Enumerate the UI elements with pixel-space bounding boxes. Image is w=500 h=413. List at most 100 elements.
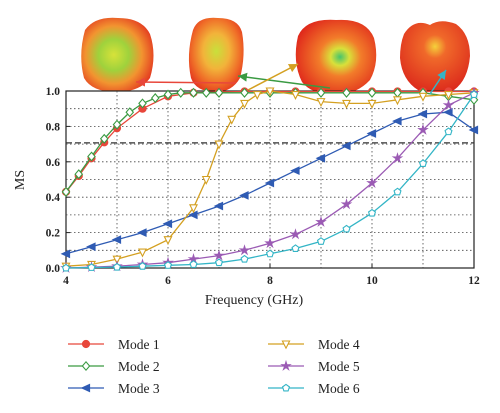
data-point-mode-6	[189, 260, 198, 268]
pattern-image-mode-4	[400, 21, 470, 94]
series-mode-3	[60, 107, 479, 259]
data-point-mode-6	[163, 261, 173, 269]
y-axis-ticks: 0.0 0.2 0.4 0.6 0.8 1.0	[46, 86, 70, 275]
data-point-mode-5	[391, 152, 404, 164]
series-layer	[60, 86, 480, 273]
pointer-arrow	[135, 77, 237, 87]
legend-item-mode-6: Mode 6	[268, 381, 360, 396]
data-point-mode-2	[316, 87, 326, 98]
data-point-mode-6	[214, 258, 224, 267]
data-point-mode-3	[239, 191, 249, 200]
data-point-mode-3	[366, 129, 377, 138]
data-point-mode-2	[240, 87, 249, 98]
data-point-mode-5	[442, 99, 455, 111]
x-axis-title: Frequency (GHz)	[205, 293, 304, 308]
data-point-mode-4	[342, 99, 351, 109]
pattern-image-mode-3	[295, 19, 377, 95]
data-point-mode-4	[367, 99, 377, 109]
data-point-mode-5	[366, 176, 378, 188]
data-point-mode-3	[264, 178, 275, 188]
series-mode-6	[61, 90, 479, 272]
data-point-mode-5	[213, 249, 225, 261]
y-tick-label: 0.4	[46, 192, 61, 204]
series-line-mode-4	[65, 90, 475, 267]
data-point-mode-2	[176, 87, 186, 98]
legend-item-mode-2: Mode 2	[68, 359, 160, 374]
data-point-mode-2	[201, 87, 211, 98]
data-point-mode-6	[112, 262, 122, 271]
data-point-mode-2	[163, 89, 173, 100]
data-point-mode-2	[367, 87, 377, 98]
legend-label: Mode 6	[318, 381, 360, 396]
data-point-mode-2	[138, 98, 147, 109]
pattern-pointer-arrows	[135, 63, 447, 95]
data-point-mode-4	[227, 115, 237, 125]
legend-marker	[280, 359, 292, 371]
legend-marker	[281, 340, 291, 350]
legend-label: Mode 2	[118, 359, 160, 374]
data-point-mode-2	[342, 87, 351, 98]
pattern-images	[81, 17, 470, 95]
y-tick-label: 0.6	[46, 157, 61, 169]
pattern-image-mode-1	[81, 17, 154, 92]
x-tick-label: 6	[165, 275, 171, 287]
data-point-mode-3	[290, 166, 300, 176]
y-tick-label: 0.2	[46, 228, 61, 240]
data-point-mode-4	[418, 92, 428, 102]
data-point-mode-4	[291, 90, 300, 100]
data-point-mode-5	[289, 228, 302, 240]
data-point-mode-6	[240, 254, 249, 263]
data-point-mode-5	[315, 215, 327, 227]
data-point-mode-2	[74, 169, 84, 180]
data-point-mode-3	[86, 242, 96, 252]
data-point-mode-2	[189, 87, 198, 98]
data-point-mode-2	[125, 107, 135, 118]
data-point-mode-4	[138, 248, 147, 258]
data-point-mode-3	[111, 235, 122, 245]
data-point-mode-4	[393, 96, 402, 106]
data-point-mode-6	[393, 187, 402, 196]
legend-label: Mode 5	[318, 359, 360, 374]
data-point-mode-6	[444, 127, 453, 136]
data-point-mode-4	[316, 98, 326, 108]
legend-marker	[81, 339, 91, 349]
data-point-mode-5	[417, 123, 429, 135]
legend-item-mode-1: Mode 1	[68, 337, 160, 352]
pointer-arrow	[429, 69, 447, 95]
data-point-mode-4	[252, 90, 262, 100]
data-point-mode-6	[87, 263, 96, 271]
data-point-mode-4	[112, 255, 122, 265]
data-point-mode-3	[417, 109, 428, 119]
data-point-mode-3	[315, 153, 326, 163]
legend-marker	[80, 383, 91, 393]
x-tick-label: 12	[468, 275, 480, 287]
data-point-mode-2	[87, 151, 96, 162]
data-point-mode-2	[112, 119, 122, 130]
data-point-mode-5	[340, 198, 353, 210]
data-point-mode-6	[469, 90, 479, 98]
data-point-mode-2	[150, 93, 160, 104]
data-point-mode-6	[342, 224, 351, 233]
data-point-mode-3	[137, 228, 147, 237]
legend-marker	[281, 383, 291, 392]
legend: Mode 1 Mode 2 Mode 3 Mode 4 Mode 5 Mode 6	[68, 337, 360, 396]
x-tick-label: 10	[366, 275, 378, 287]
data-point-mode-4	[265, 87, 275, 97]
data-point-mode-3	[213, 201, 224, 211]
y-tick-label: 0.0	[46, 263, 61, 275]
legend-label: Mode 1	[118, 337, 160, 352]
data-point-mode-5	[238, 244, 251, 256]
x-tick-label: 8	[267, 275, 273, 287]
data-point-mode-6	[265, 249, 275, 258]
y-tick-label: 0.8	[46, 121, 61, 133]
data-point-mode-3	[188, 210, 198, 220]
data-point-mode-6	[418, 159, 428, 168]
data-point-mode-4	[214, 140, 224, 150]
legend-item-mode-3: Mode 3	[68, 381, 160, 396]
data-point-mode-3	[341, 141, 351, 151]
y-axis-title: MS	[13, 170, 28, 190]
data-point-mode-2	[61, 186, 71, 197]
data-point-mode-2	[214, 87, 224, 98]
pointer-arrow	[247, 63, 299, 91]
